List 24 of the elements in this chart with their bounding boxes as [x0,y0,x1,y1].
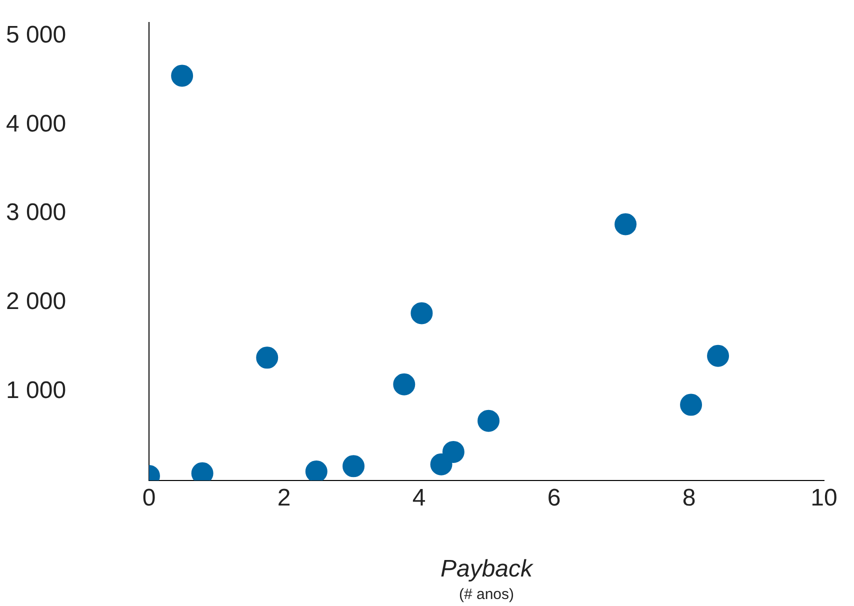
point [171,64,194,87]
point [305,460,328,480]
y-tick-label: 2 000 [6,288,66,316]
point [442,440,464,463]
point [342,455,365,478]
point [614,213,637,236]
x-axis-title: Payback [440,555,535,582]
x-tick-label: 10 [810,484,838,512]
y-tick-label: 3 000 [6,199,66,226]
x-tick-label: 8 [682,484,696,512]
y-tick-label: 4 000 [6,110,66,138]
point [256,346,278,369]
x-tick-label: 2 [277,484,291,512]
y-tick-label: 5 000 [6,21,66,48]
text: (# anos) [458,586,514,603]
y-tick-label: 1 000 [6,377,66,404]
point [410,302,433,324]
point [478,410,500,432]
x-tick-label: 0 [142,484,156,512]
point [393,373,416,396]
x-tick-label: 6 [547,484,561,512]
point [707,344,730,367]
point [680,394,702,416]
x-tick-label: 4 [412,484,426,512]
